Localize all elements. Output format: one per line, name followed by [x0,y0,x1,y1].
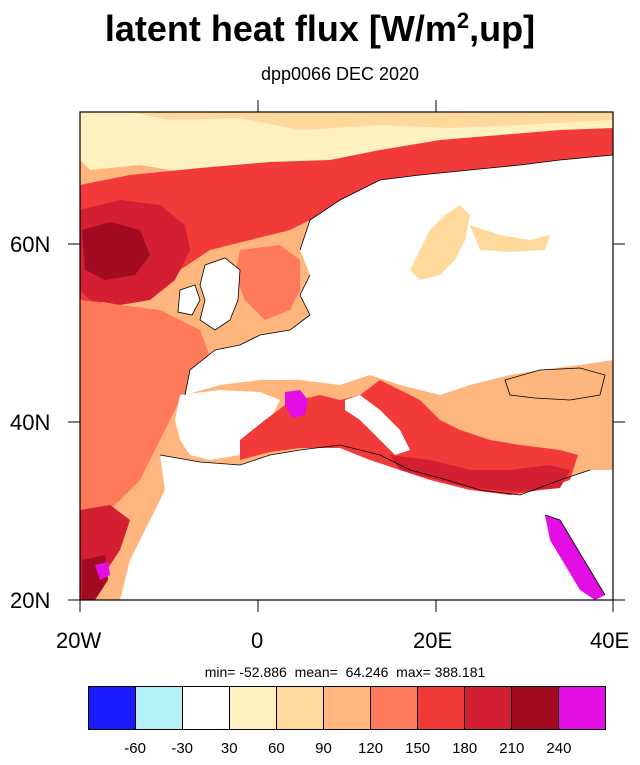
colorbar-label: 60 [268,740,285,757]
iberia-landmass [175,390,280,460]
colorbar-label: 240 [546,740,572,757]
great-britain [200,258,240,330]
colorbar-ticks: -60 -30 30 60 90 120 150 180 210 240 [88,740,606,760]
colorbar-label: 210 [499,740,525,757]
colorbar-label: 150 [405,740,431,757]
colorbar-cell [136,687,183,729]
mid-atlantic-orange [80,300,215,520]
colorbar-cell [277,687,324,729]
colorbar-cell [230,687,277,729]
coastline-west-europe [184,274,311,396]
lon-label-20e: 20E [413,628,453,653]
lat-label-20n: 20N [10,588,51,613]
map-subtitle: dpp0066 DEC 2020 [260,64,420,84]
lon-label-20w: 20W [56,628,102,653]
colorbar [88,686,606,730]
colorbar-label: 90 [315,740,332,757]
lon-label-0: 0 [251,628,264,653]
canary-coast-max [95,562,110,580]
baltic-sea [410,205,470,280]
eastern-med-hot [390,455,570,492]
black-sea [505,368,605,400]
red-sea [545,515,605,600]
coastline-scandinavia [299,154,613,251]
ireland [178,285,200,315]
colorbar-cell [89,687,136,729]
coastline-britain [199,257,241,331]
colorbar-cell [324,687,371,729]
lat-label-60n: 60N [10,232,51,257]
mediterranean-sea [240,380,578,495]
gulf-of-finland [470,225,550,252]
north-atlantic-peak [82,222,150,280]
arctic-pale-zone [80,112,613,175]
colorbar-cell [418,687,465,729]
coastline-red-sea [544,514,606,596]
colorbar-label: 30 [220,740,238,757]
colorbar-label: 120 [358,740,384,757]
axis-ticks [68,100,625,612]
map-title: latent heat flux [W/m2,up] [104,8,536,49]
map-plot-area [80,112,613,600]
colorbar-label: -60 [124,740,146,757]
coastline-black-sea [504,367,606,401]
colorbar-label: 180 [452,740,478,757]
coastline-ireland [177,284,201,316]
colorbar-cell [371,687,418,729]
stats-line: min= -52.886 mean= 64.246 max= 388.181 [204,664,486,680]
italy-landmass [345,395,410,455]
colorbar-label: -30 [171,740,194,757]
map-frame [79,111,614,601]
lon-label-40e: 40E [590,628,630,653]
europe-landmass [185,155,613,395]
colorbar-cell [559,687,605,729]
gulf-of-lion-max [285,390,308,418]
colorbar-cell [465,687,512,729]
arctic-light-zone [80,112,613,130]
north-africa-landmass [120,445,613,600]
colorbar-cell [183,687,230,729]
lat-label-40n: 40N [10,410,51,435]
coastline-north-africa [159,444,591,496]
colorbar-cell [512,687,559,729]
north-sea [235,245,300,320]
